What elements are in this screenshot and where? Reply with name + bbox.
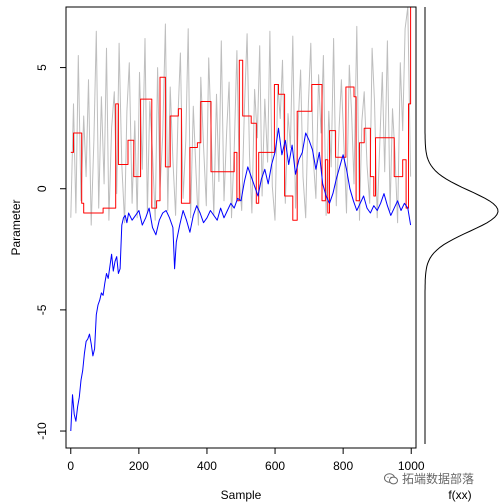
y-tick-label: 5 — [35, 64, 49, 71]
x-tick-label: 800 — [333, 459, 353, 473]
x-tick-label: 1000 — [398, 459, 425, 473]
x-axis-title: Sample — [221, 488, 262, 502]
x-tick-label: 400 — [197, 459, 217, 473]
x-tick-label: 0 — [67, 459, 74, 473]
x-tick-label: 600 — [265, 459, 285, 473]
y-tick-label: -10 — [35, 422, 49, 440]
watermark-text: 拓端数据部落 — [402, 472, 475, 486]
watermark: 拓端数据部落 — [384, 470, 474, 487]
y-axis-title: Parameter — [9, 199, 23, 255]
plot-frame — [65, 6, 417, 449]
wechat-icon — [384, 472, 398, 484]
x-tick-label: 200 — [129, 459, 149, 473]
series-line-1 — [70, 7, 412, 221]
density-curve — [424, 7, 499, 444]
y-tick-label: 0 — [35, 185, 49, 192]
density-plot: f(xx) — [424, 7, 499, 502]
main-plot: 0 200 400 600 800 1000 -10 -5 0 5 Sample Parameter — [9, 6, 425, 502]
series-line-2 — [70, 127, 412, 432]
y-tick-label: -5 — [35, 304, 49, 315]
density-x-title: f(xx) — [448, 488, 471, 502]
series-line-0 — [70, 6, 412, 226]
